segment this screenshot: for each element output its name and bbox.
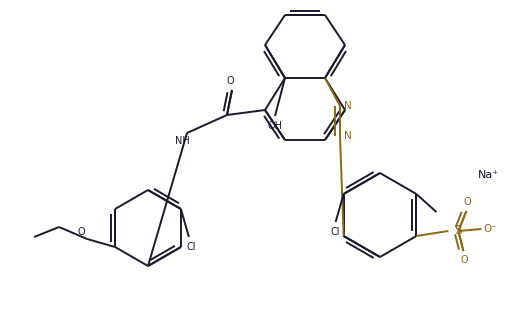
Text: O: O (464, 197, 471, 207)
Text: O: O (77, 227, 85, 237)
Text: Cl: Cl (331, 227, 341, 237)
Text: OH: OH (268, 121, 282, 131)
Text: S: S (455, 225, 462, 238)
Text: Cl: Cl (186, 242, 195, 252)
Text: N: N (344, 101, 352, 111)
Text: N: N (344, 131, 352, 141)
Text: NH: NH (175, 136, 189, 146)
Text: O⁻: O⁻ (484, 224, 497, 234)
Text: O: O (226, 76, 234, 86)
Text: O: O (461, 255, 468, 265)
Text: Na⁺: Na⁺ (477, 170, 498, 180)
